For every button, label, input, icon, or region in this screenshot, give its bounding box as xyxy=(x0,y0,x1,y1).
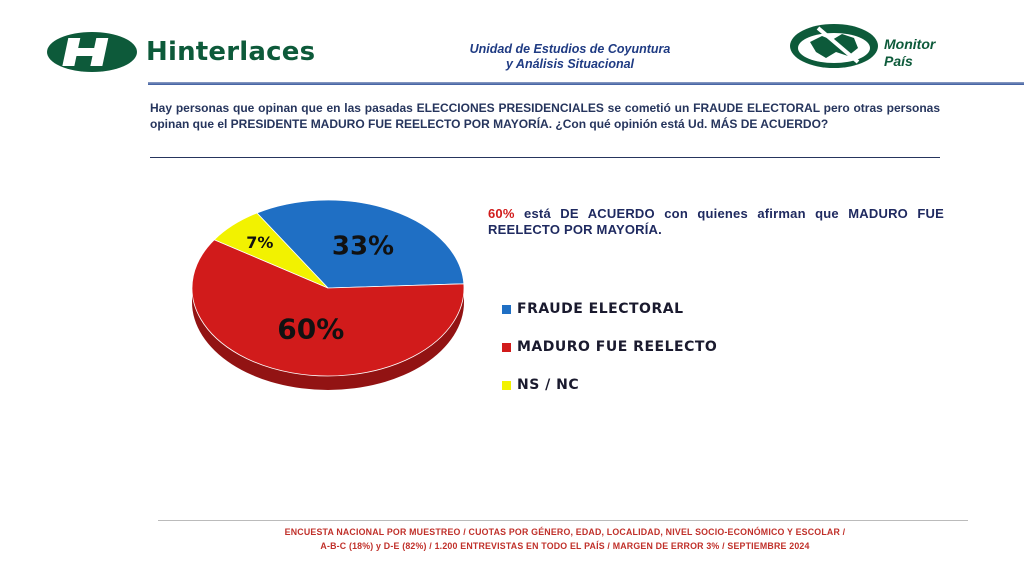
chart-legend: FRAUDE ELECTORAL MADURO FUE REELECTO NS / … xyxy=(502,290,717,404)
summary-text: está DE ACUERDO con quienes afirman que … xyxy=(488,206,944,237)
pie-label-2: 7% xyxy=(246,233,273,252)
legend-label: NS / NC xyxy=(517,377,580,393)
pie-slice-0 xyxy=(256,199,465,289)
legend-swatch xyxy=(502,380,511,390)
legend-item: MADURO FUE REELECTO xyxy=(502,328,717,366)
footer-line2-text: A-B-C (18%) y D-E (82%) / 1.200 ENTREVIS… xyxy=(320,541,728,551)
footer-line1: ENCUESTA NACIONAL POR MUESTREO / CUOTAS … xyxy=(284,527,846,537)
legend-swatch xyxy=(502,304,511,314)
footer-divider xyxy=(158,520,968,521)
monitor-pais-line1: Monitor xyxy=(884,36,936,52)
legend-label: MADURO FUE REELECTO xyxy=(517,339,718,355)
legend-item: NS / NC xyxy=(502,366,717,404)
monitor-pais-line2: País xyxy=(884,53,913,69)
pie-slice-2 xyxy=(213,212,329,289)
legend-label: FRAUDE ELECTORAL xyxy=(517,301,684,317)
hinterlaces-h-icon xyxy=(47,32,137,72)
footer-date: SEPTIEMBRE 2024 xyxy=(727,541,810,551)
summary-statement: 60% está DE ACUERDO con quienes afirman … xyxy=(488,206,944,238)
unit-title: Unidad de Estudios de Coyuntura y Anális… xyxy=(420,42,720,72)
unit-title-line1: Unidad de Estudios de Coyuntura xyxy=(469,42,671,56)
unit-title-line2: y Análisis Situacional xyxy=(505,57,635,71)
hinterlaces-logo: Hinterlaces xyxy=(46,30,315,74)
pie-chart: 33% 60% 7% xyxy=(191,199,465,390)
methodology-footer: ENCUESTA NACIONAL POR MUESTREO / CUOTAS … xyxy=(150,525,980,553)
pie-label-1: 60% xyxy=(277,313,344,346)
pie-label-0: 33% xyxy=(332,231,394,261)
summary-highlight: 60% xyxy=(488,206,515,221)
footer-line2: A-B-C (18%) y D-E (82%) / 1.200 ENTREVIS… xyxy=(150,539,980,553)
monitor-pais-text: Monitor País xyxy=(884,36,935,70)
legend-swatch xyxy=(502,342,511,352)
legend-item: FRAUDE ELECTORAL xyxy=(502,290,717,328)
survey-question: Hay personas que opinan que en las pasad… xyxy=(150,101,940,131)
question-divider xyxy=(150,157,940,158)
pie-slice-1 xyxy=(191,239,465,377)
header-divider xyxy=(148,82,1024,85)
monitor-pais-logo: Monitor País xyxy=(788,22,935,75)
monitor-pais-map-icon xyxy=(790,24,878,68)
brand-name: Hinterlaces xyxy=(146,37,316,67)
